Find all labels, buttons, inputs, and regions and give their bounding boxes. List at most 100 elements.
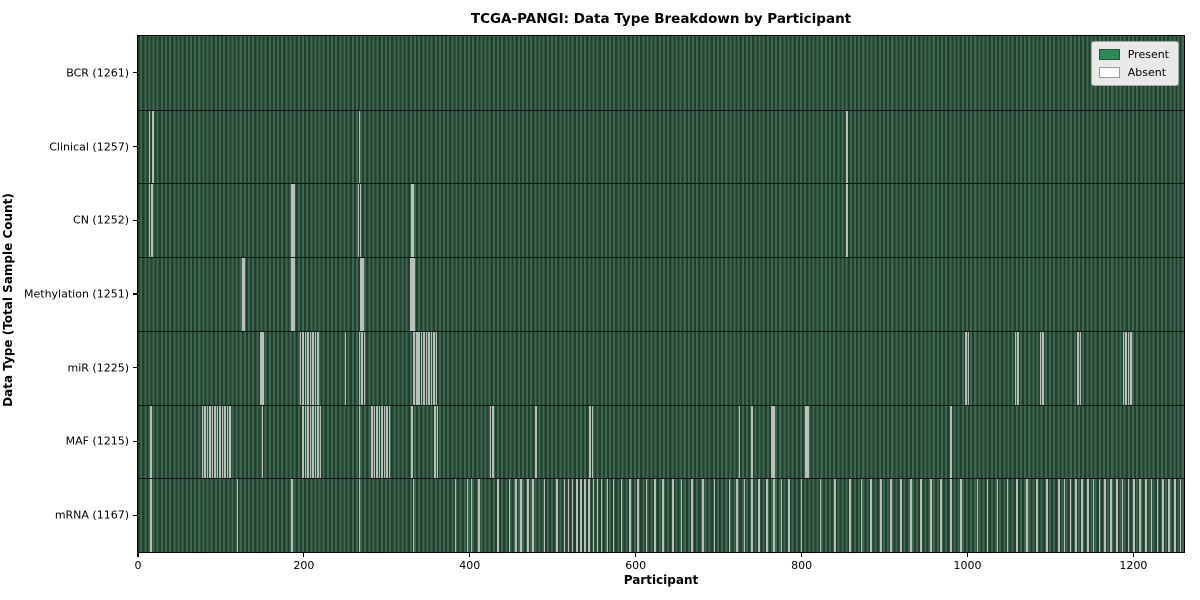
absent-stripe <box>309 405 312 479</box>
absent-stripe <box>1098 479 1101 552</box>
absent-stripe <box>520 479 523 552</box>
absent-stripe <box>1069 479 1072 552</box>
absent-stripe <box>358 479 361 552</box>
absent-stripe <box>702 479 704 552</box>
x-tick-mark <box>1132 553 1134 557</box>
absent-stripe <box>291 184 294 258</box>
y-tick-label-CN: CN (1252) <box>73 213 129 227</box>
absent-stripe <box>1039 331 1042 405</box>
absent-stripe <box>412 479 415 552</box>
absent-stripe <box>543 479 546 552</box>
absent-stripe <box>344 331 347 405</box>
absent-stripe <box>236 479 239 552</box>
absent-stripe <box>304 405 307 479</box>
absent-stripe <box>1063 479 1066 552</box>
absent-stripe <box>556 479 558 552</box>
absent-stripe <box>229 405 231 479</box>
row-CN <box>138 183 1184 258</box>
x-tick-mark <box>469 553 471 557</box>
x-tick-label-0: 0 <box>134 559 142 572</box>
legend: Present Absent <box>1090 41 1179 86</box>
absent-stripe <box>293 184 295 258</box>
row-miR <box>138 330 1184 405</box>
absent-stripe <box>773 479 776 552</box>
absent-stripe <box>1092 479 1095 552</box>
heatmap-rows-layer <box>138 36 1184 552</box>
absent-stripe <box>411 258 414 331</box>
row-Clinical <box>138 109 1184 184</box>
plot-area: Present Absent <box>137 35 1185 553</box>
absent-stripe <box>219 405 221 479</box>
row-BCR <box>138 36 1184 110</box>
absent-stripe <box>148 184 151 258</box>
x-tick-mark <box>966 553 969 557</box>
absent-stripe <box>1079 331 1082 405</box>
absent-stripe <box>412 184 415 258</box>
absent-stripe <box>492 405 494 479</box>
absent-stripe <box>765 479 768 552</box>
absent-stripe <box>373 405 376 479</box>
absent-stripe <box>1125 331 1127 405</box>
absent-stripe <box>1016 479 1019 552</box>
absent-stripe <box>800 479 803 552</box>
absent-stripe <box>410 184 413 258</box>
absent-stripe <box>358 405 361 479</box>
absent-stripe <box>592 479 595 552</box>
y-tick-label-MAF: MAF (1215) <box>65 434 129 448</box>
absent-stripe <box>620 479 623 552</box>
absent-stripe <box>358 331 361 405</box>
absent-stripe <box>1081 479 1083 552</box>
x-tick-label-1000: 1000 <box>953 559 982 572</box>
y-tick-mark <box>133 440 137 443</box>
absent-stripe <box>361 258 363 331</box>
absent-stripe <box>691 479 693 552</box>
absent-stripe <box>226 405 229 479</box>
absent-stripe <box>293 258 295 331</box>
absent-stripe <box>371 405 373 479</box>
y-tick-mark <box>133 72 137 74</box>
absent-stripe <box>423 331 425 405</box>
x-axis-label: Participant <box>623 573 699 587</box>
absent-stripe <box>807 405 810 479</box>
absent-stripe <box>738 405 741 479</box>
absent-stripe <box>359 184 362 258</box>
absent-stripe <box>361 331 363 405</box>
absent-swatch-icon <box>1098 67 1120 78</box>
absent-stripe <box>381 405 383 479</box>
absent-stripe <box>359 258 362 331</box>
absent-stripe <box>470 479 473 552</box>
absent-stripe <box>535 405 537 479</box>
absent-stripe <box>433 331 435 405</box>
chart-title: TCGA-PANGI: Data Type Breakdown by Parti… <box>470 11 852 27</box>
absent-stripe <box>527 479 529 552</box>
absent-stripe <box>434 405 436 479</box>
absent-stripe <box>302 405 304 479</box>
absent-stripe <box>1122 331 1125 405</box>
absent-stripe <box>150 405 153 479</box>
absent-stripe <box>1179 479 1182 552</box>
row-MAF <box>138 404 1184 479</box>
absent-stripe <box>148 110 151 184</box>
absent-stripe <box>1133 479 1136 552</box>
absent-stripe <box>204 405 206 479</box>
absent-stripe <box>950 479 952 552</box>
absent-stripe <box>261 405 264 479</box>
absent-stripe <box>930 479 932 552</box>
absent-stripe <box>357 184 360 258</box>
absent-stripe <box>388 405 391 479</box>
absent-stripe <box>1162 479 1165 552</box>
absent-stripe <box>967 331 970 405</box>
absent-stripe <box>413 258 416 331</box>
x-tick-mark <box>303 553 305 557</box>
absent-stripe <box>645 479 648 552</box>
absent-stripe <box>302 331 304 405</box>
x-tick-mark <box>137 553 139 557</box>
absent-stripe <box>713 479 716 552</box>
absent-stripe <box>454 479 457 552</box>
absent-stripe <box>1046 479 1048 552</box>
absent-stripe <box>152 110 154 184</box>
absent-stripe <box>436 405 439 479</box>
absent-stripe <box>1075 479 1077 552</box>
absent-stripe <box>211 405 214 479</box>
absent-stripe <box>567 479 570 552</box>
